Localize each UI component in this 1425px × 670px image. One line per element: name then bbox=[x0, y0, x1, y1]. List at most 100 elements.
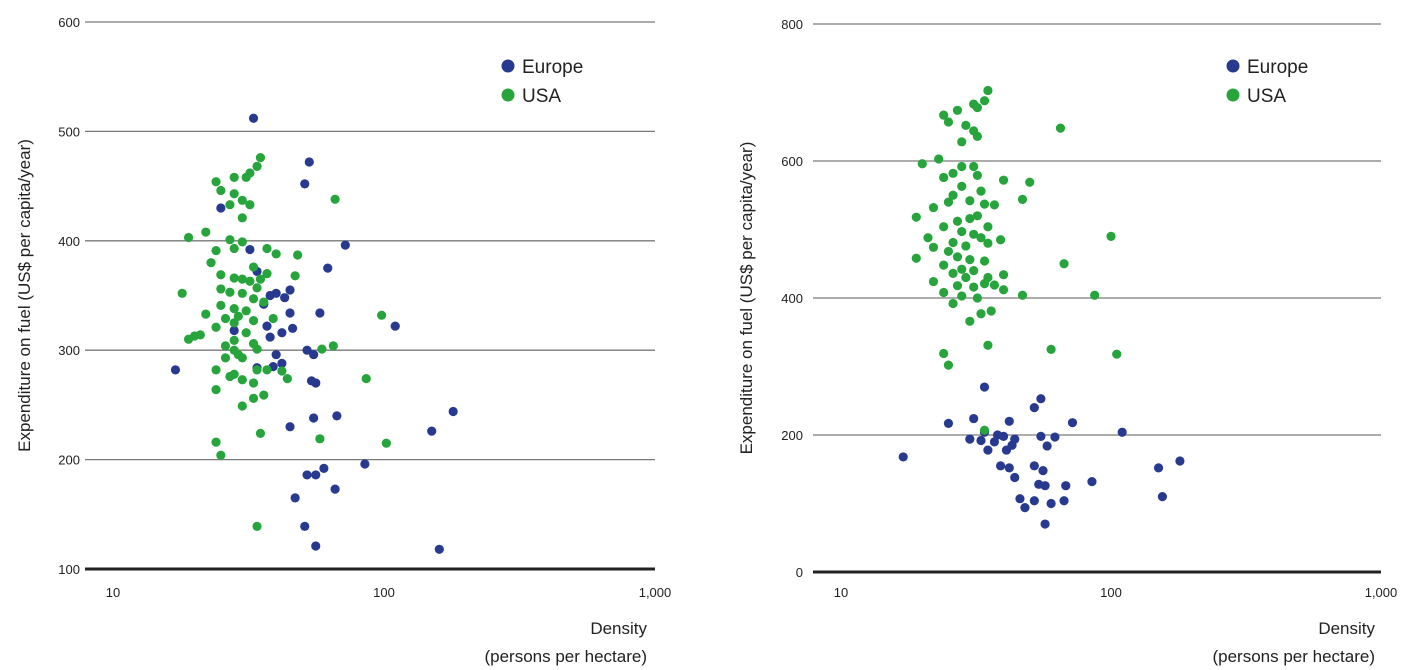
data-point-usa bbox=[220, 341, 231, 351]
data-point-usa bbox=[211, 246, 221, 256]
data-point-europe bbox=[1029, 461, 1039, 471]
data-point-usa bbox=[1046, 344, 1056, 354]
data-point-usa bbox=[183, 232, 194, 243]
data-point-europe bbox=[277, 328, 287, 338]
data-point-usa bbox=[229, 243, 239, 254]
data-point-usa bbox=[248, 294, 259, 304]
data-point-usa bbox=[252, 365, 262, 375]
data-point-europe bbox=[1153, 463, 1164, 473]
data-point-usa bbox=[248, 378, 259, 388]
data-point-europe bbox=[285, 308, 295, 318]
data-point-europe bbox=[943, 418, 954, 428]
data-point-europe bbox=[898, 452, 908, 462]
data-point-usa bbox=[245, 200, 255, 210]
data-point-europe bbox=[1059, 496, 1069, 506]
data-point-europe bbox=[360, 459, 370, 469]
data-point-europe bbox=[448, 406, 458, 417]
data-point-usa bbox=[241, 306, 251, 316]
data-point-usa bbox=[248, 262, 259, 272]
data-point-europe bbox=[309, 349, 319, 360]
y-axis-label: Expenditure on fuel (US$ per capita/year… bbox=[15, 139, 34, 452]
data-point-usa bbox=[952, 216, 963, 226]
data-point-europe bbox=[229, 325, 239, 336]
data-point-usa bbox=[211, 322, 221, 332]
data-point-usa bbox=[965, 196, 975, 206]
data-point-usa bbox=[928, 242, 939, 252]
data-point-europe bbox=[995, 461, 1006, 471]
data-point-usa bbox=[237, 353, 247, 363]
data-point-europe bbox=[390, 321, 400, 331]
chart-right: 0 200 400 600 800 10 100 1,000 Expenditure on fu… bbox=[737, 17, 1397, 666]
data-point-europe bbox=[989, 437, 1000, 447]
data-point-usa bbox=[1090, 290, 1100, 300]
y-tick-label: 500 bbox=[58, 124, 80, 139]
data-point-europe bbox=[304, 157, 314, 167]
y-tick-label: 600 bbox=[58, 15, 80, 30]
data-point-usa bbox=[248, 393, 259, 403]
data-point-usa bbox=[923, 233, 933, 243]
data-point-usa bbox=[983, 222, 993, 232]
data-point-usa bbox=[976, 309, 986, 319]
data-point-usa bbox=[262, 243, 272, 254]
data-point-usa bbox=[229, 172, 239, 182]
data-point-europe bbox=[277, 358, 287, 368]
data-point-usa bbox=[957, 264, 967, 274]
data-point-usa bbox=[911, 253, 921, 263]
data-point-usa bbox=[976, 233, 986, 243]
data-point-usa bbox=[969, 161, 979, 172]
data-point-usa bbox=[917, 159, 927, 169]
data-point-europe bbox=[1175, 456, 1185, 466]
data-point-usa bbox=[961, 272, 971, 283]
data-point-usa bbox=[381, 438, 391, 448]
data-point-usa bbox=[969, 282, 979, 292]
data-point-usa bbox=[979, 256, 990, 266]
data-point-europe bbox=[1029, 403, 1039, 413]
data-point-usa bbox=[948, 298, 958, 309]
data-point-usa bbox=[1055, 123, 1066, 133]
data-point-usa bbox=[237, 288, 247, 298]
y-tick-label: 200 bbox=[58, 453, 80, 468]
data-point-usa bbox=[972, 293, 982, 303]
data-point-europe bbox=[323, 263, 333, 273]
data-point-europe bbox=[1038, 466, 1048, 476]
data-point-usa bbox=[952, 252, 963, 262]
data-point-europe bbox=[976, 435, 986, 446]
data-point-europe bbox=[265, 332, 275, 342]
data-point-usa bbox=[317, 344, 327, 354]
data-point-usa bbox=[983, 85, 993, 96]
y-tick-label: 800 bbox=[781, 17, 803, 32]
data-point-europe bbox=[1001, 445, 1012, 455]
data-point-usa bbox=[315, 434, 325, 444]
data-point-europe bbox=[1010, 472, 1020, 483]
data-point-usa bbox=[229, 273, 239, 283]
data-point-usa bbox=[216, 450, 226, 460]
data-point-europe bbox=[170, 365, 181, 375]
data-point-usa bbox=[972, 170, 982, 180]
data-point-usa bbox=[177, 288, 187, 298]
data-point-usa bbox=[361, 374, 371, 384]
data-point-europe bbox=[1067, 418, 1078, 428]
y-axis-label: Expenditure on fuel (US$ per capita/year… bbox=[737, 142, 756, 455]
data-point-europe bbox=[319, 463, 329, 473]
data-point-europe bbox=[302, 345, 312, 355]
data-point-usa bbox=[216, 270, 226, 280]
data-point-usa bbox=[201, 309, 211, 319]
data-point-europe bbox=[311, 470, 321, 480]
data-point-usa bbox=[961, 241, 971, 251]
y-tick-label: 200 bbox=[781, 428, 803, 443]
data-point-usa bbox=[259, 390, 269, 400]
data-point-usa bbox=[245, 276, 255, 286]
data-point-usa bbox=[939, 287, 949, 298]
data-point-usa bbox=[252, 344, 262, 354]
data-point-usa bbox=[211, 384, 221, 395]
data-point-europe bbox=[1040, 519, 1050, 529]
legend-label-usa: USA bbox=[522, 86, 561, 107]
legend-label-europe: Europe bbox=[522, 57, 583, 78]
data-point-usa bbox=[928, 202, 939, 213]
data-point-europe bbox=[1040, 481, 1050, 491]
data-point-usa bbox=[965, 316, 975, 326]
data-point-usa bbox=[237, 401, 247, 411]
legend-label-usa: USA bbox=[1247, 86, 1286, 107]
data-point-europe bbox=[311, 541, 321, 551]
data-point-europe bbox=[1015, 494, 1025, 504]
